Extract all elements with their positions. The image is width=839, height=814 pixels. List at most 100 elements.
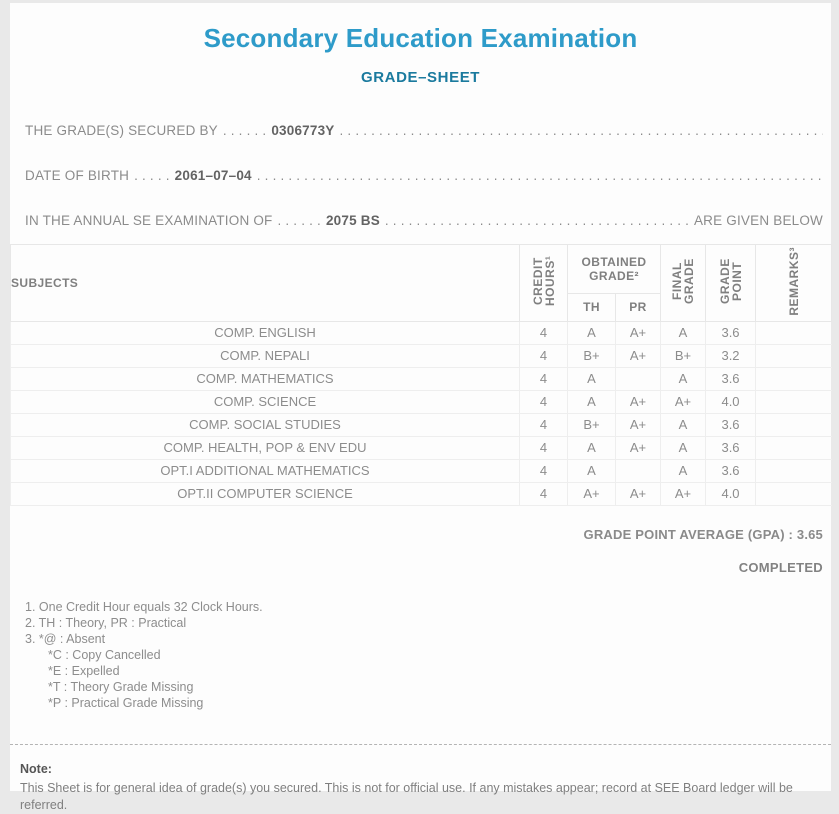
cell-subject: COMP. SCIENCE: [10, 390, 520, 414]
header-remarks: REMARKS³: [755, 244, 833, 322]
cell-theory-grade: A: [567, 321, 616, 345]
cell-credit-hours: 4: [519, 344, 568, 368]
table-row: COMP. SCIENCE 4 A A+ A+ 4.0: [10, 390, 832, 414]
grades-table: SUBJECTS CREDIT HOURS¹ OBTAINED GRADE² F…: [10, 243, 833, 506]
cell-theory-grade: A: [567, 459, 616, 483]
cell-practical-grade: A+: [614, 344, 661, 368]
cell-grade-point: 3.6: [705, 413, 756, 437]
footnote-line: *E : Expelled: [48, 663, 120, 678]
cell-theory-grade: B+: [567, 413, 616, 437]
cell-subject: COMP. MATHEMATICS: [10, 367, 520, 391]
note-label: Note:: [20, 761, 52, 776]
cell-practical-grade: [614, 459, 661, 483]
leader-dots: . . . . . . . . . . . . . . . . . . . . …: [256, 168, 823, 183]
cell-subject: COMP. ENGLISH: [10, 321, 520, 345]
examination-year-value: 2075 BS: [325, 213, 380, 228]
table-row: COMP. MATHEMATICS 4 A A 3.6: [10, 367, 832, 391]
table-row: COMP. ENGLISH 4 A A+ A 3.6: [10, 321, 832, 345]
candidate-info-section: THE GRADE(S) SECURED BY . . . . . . 0306…: [10, 123, 831, 228]
leader-dots: . . . . . .: [222, 123, 267, 138]
cell-practical-grade: A+: [614, 390, 661, 414]
cell-remarks: [755, 367, 832, 391]
table-header-row: SUBJECTS CREDIT HOURS¹ OBTAINED GRADE² F…: [10, 243, 833, 322]
symbol-number-value: 0306773Y: [271, 123, 335, 138]
cell-subject: COMP. HEALTH, POP & ENV EDU: [10, 436, 520, 460]
cell-credit-hours: 4: [519, 413, 568, 437]
cell-remarks: [755, 321, 832, 345]
leader-dots: . . . . . . . . . . . . . . . . . . . . …: [384, 213, 689, 228]
cell-practical-grade: A+: [614, 482, 661, 506]
table-row: COMP. SOCIAL STUDIES 4 B+ A+ A 3.6: [10, 413, 832, 437]
footnote-line: 3. *@ : Absent: [25, 631, 106, 646]
header-theory: TH: [567, 293, 616, 322]
cell-practical-grade: [614, 367, 661, 391]
cell-grade-point: 4.0: [705, 390, 756, 414]
footnotes-section: 1. One Credit Hour equals 32 Clock Hours…: [10, 599, 831, 711]
cell-credit-hours: 4: [519, 482, 568, 506]
header-subjects: SUBJECTS: [10, 244, 520, 322]
leader-dots: . . . . .: [134, 168, 170, 183]
cell-grade-point: 3.6: [705, 367, 756, 391]
cell-final-grade: A: [660, 459, 706, 483]
grade-sheet-card: Secondary Education Examination GRADE–SH…: [10, 3, 833, 812]
cell-subject: COMP. SOCIAL STUDIES: [10, 413, 520, 437]
cell-final-grade: A: [660, 367, 706, 391]
cell-practical-grade: A+: [614, 321, 661, 345]
footnote-line: *P : Practical Grade Missing: [48, 695, 204, 710]
cell-grade-point: 3.6: [705, 321, 756, 345]
cell-credit-hours: 4: [519, 367, 568, 391]
info-label: DATE OF BIRTH: [25, 168, 130, 183]
info-line-examination-year: IN THE ANNUAL SE EXAMINATION OF . . . . …: [10, 213, 831, 228]
status-badge: COMPLETED: [738, 559, 823, 575]
leader-dots: . . . . . . . . . . . . . . . . . . . . …: [339, 123, 823, 138]
info-line-date-of-birth: DATE OF BIRTH . . . . . 2061–07–04 . . .…: [10, 168, 831, 183]
note-section: Note: This Sheet is for general idea of …: [10, 762, 831, 814]
page-title: Secondary Education Examination: [203, 23, 638, 53]
dashed-divider: [10, 743, 831, 745]
cell-credit-hours: 4: [519, 321, 568, 345]
header-grade-point: GRADE POINT: [705, 244, 757, 322]
info-suffix: ARE GIVEN BELOW: [693, 213, 823, 228]
table-subheader-row: TH PR: [11, 293, 832, 322]
cell-subject: OPT.I ADDITIONAL MATHEMATICS: [10, 459, 520, 483]
cell-theory-grade: A: [567, 367, 616, 391]
leader-dots: . . . . . .: [277, 213, 321, 228]
cell-remarks: [755, 390, 832, 414]
table-row: COMP. NEPALI 4 B+ A+ B+ 3.2: [10, 344, 832, 368]
header-obtained-grade: OBTAINED GRADE²: [566, 243, 662, 295]
footnote-line: 1. One Credit Hour equals 32 Clock Hours…: [25, 599, 263, 614]
cell-theory-grade: B+: [567, 344, 616, 368]
cell-remarks: [755, 436, 832, 460]
header-credit-hours: CREDIT HOURS¹: [519, 244, 568, 322]
cell-remarks: [755, 413, 832, 437]
cell-final-grade: A: [660, 413, 706, 437]
info-label: THE GRADE(S) SECURED BY: [25, 123, 218, 138]
cell-subject: COMP. NEPALI: [10, 344, 520, 368]
info-line-grades-secured-by: THE GRADE(S) SECURED BY . . . . . . 0306…: [10, 123, 831, 138]
gpa-value: 3.65: [796, 526, 823, 542]
cell-final-grade: A+: [660, 482, 706, 506]
cell-subject: OPT.II COMPUTER SCIENCE: [10, 482, 520, 506]
cell-theory-grade: A: [567, 436, 616, 460]
cell-grade-point: 3.6: [705, 459, 756, 483]
cell-remarks: [755, 482, 832, 506]
note-text: This Sheet is for general idea of grade(…: [20, 780, 793, 812]
gpa-summary: GRADE POINT AVERAGE (GPA) : 3.65: [10, 527, 831, 542]
footnote-line: *C : Copy Cancelled: [48, 647, 161, 662]
cell-remarks: [755, 459, 832, 483]
cell-practical-grade: A+: [614, 436, 661, 460]
cell-final-grade: A+: [660, 390, 706, 414]
date-of-birth-value: 2061–07–04: [174, 168, 252, 183]
cell-grade-point: 3.6: [705, 436, 756, 460]
header-final-grade: FINAL GRADE: [660, 244, 707, 322]
cell-remarks: [755, 344, 832, 368]
cell-theory-grade: A: [567, 390, 616, 414]
cell-grade-point: 3.2: [705, 344, 756, 368]
cell-final-grade: A: [660, 436, 706, 460]
cell-final-grade: A: [660, 321, 706, 345]
cell-credit-hours: 4: [519, 459, 568, 483]
cell-credit-hours: 4: [519, 390, 568, 414]
cell-theory-grade: A+: [567, 482, 616, 506]
gpa-label: GRADE POINT AVERAGE (GPA) :: [583, 526, 794, 542]
cell-grade-point: 4.0: [705, 482, 756, 506]
